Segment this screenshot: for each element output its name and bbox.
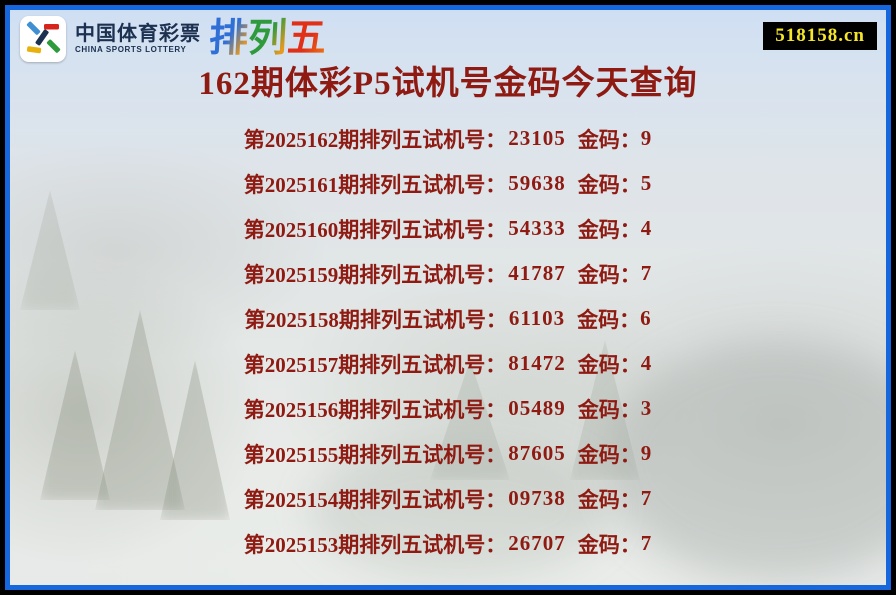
china-sports-lottery-logo-icon: [20, 16, 66, 62]
test-number: 41787: [508, 261, 566, 285]
result-row: 第2025153期排列五试机号： 26707 金码： 7: [10, 521, 886, 566]
row-label: 第2025156期排列五试机号：: [243, 397, 507, 422]
test-number: 59638: [508, 171, 566, 195]
row-label: 第2025160期排列五试机号：: [243, 217, 507, 242]
result-row: 第2025160期排列五试机号： 54333 金码： 4: [10, 206, 886, 251]
test-number: 61103: [508, 306, 566, 330]
gold-code-value: 7: [640, 531, 653, 555]
test-number: 26707: [508, 531, 566, 555]
row-label: 第2025161期排列五试机号：: [243, 172, 507, 197]
results-list: 第2025162期排列五试机号： 23105 金码： 9 第2025161期排列五试机…: [10, 116, 886, 566]
gold-code-label: 金码：: [577, 262, 641, 287]
brand-name-cn: 中国体育彩票: [75, 23, 201, 45]
page-title: 162期体彩P5试机号金码今天查询: [198, 66, 698, 102]
site-url-badge: 518158.cn: [763, 22, 877, 50]
page-background: 中国体育彩票 CHINA SPORTS LOTTERY 排 列 五 518158…: [5, 5, 891, 590]
test-number: 05489: [508, 396, 566, 420]
result-row: 第2025154期排列五试机号： 09738 金码： 7: [10, 476, 886, 521]
result-row: 第2025161期排列五试机号： 59638 金码： 5: [10, 161, 886, 206]
brand-name-en: CHINA SPORTS LOTTERY: [75, 45, 187, 54]
gold-code-label: 金码：: [577, 532, 641, 557]
gold-code-value: 7: [640, 486, 653, 510]
gold-code-value: 9: [640, 441, 653, 465]
test-number: 54333: [508, 216, 566, 240]
gold-code-label: 金码：: [577, 352, 641, 377]
row-label: 第2025162期排列五试机号：: [243, 127, 507, 152]
result-row: 第2025159期排列五试机号： 41787 金码： 7: [10, 251, 886, 296]
gold-code-value: 6: [640, 306, 652, 330]
gold-code-value: 3: [640, 396, 653, 420]
gold-code-label: 金码：: [577, 442, 641, 467]
test-number: 87605: [508, 441, 566, 465]
test-number: 23105: [508, 126, 566, 150]
gold-code-value: 5: [640, 171, 653, 195]
row-label: 第2025157期排列五试机号：: [243, 352, 507, 377]
gold-code-label: 金码：: [577, 307, 641, 332]
brand-text: 中国体育彩票 CHINA SPORTS LOTTERY: [75, 23, 201, 55]
result-row: 第2025158期排列五试机号： 61103 金码： 6: [10, 296, 886, 341]
test-number: 81472: [508, 351, 566, 375]
gold-code-value: 7: [640, 261, 653, 285]
header: 中国体育彩票 CHINA SPORTS LOTTERY 排 列 五: [20, 16, 327, 62]
gold-code-value: 9: [640, 126, 653, 150]
gold-code-label: 金码：: [577, 217, 641, 242]
lottery-logo-strokes: [26, 21, 61, 54]
row-label: 第2025154期排列五试机号：: [243, 487, 507, 512]
background-rocks: [310, 440, 610, 580]
row-label: 第2025153期排列五试机号：: [243, 532, 507, 557]
gold-code-label: 金码：: [577, 172, 641, 197]
gold-code-value: 4: [640, 351, 653, 375]
result-row: 第2025162期排列五试机号： 23105 金码： 9: [10, 116, 886, 161]
gold-code-label: 金码：: [577, 397, 641, 422]
gold-code-label: 金码：: [577, 487, 641, 512]
row-label: 第2025155期排列五试机号：: [243, 442, 507, 467]
result-row: 第2025157期排列五试机号： 81472 金码： 4: [10, 341, 886, 386]
row-label: 第2025158期排列五试机号：: [244, 307, 507, 332]
row-label: 第2025159期排列五试机号：: [243, 262, 507, 287]
test-number: 09738: [508, 486, 566, 510]
result-row: 第2025156期排列五试机号： 05489 金码： 3: [10, 386, 886, 431]
background-rocks: [606, 340, 886, 580]
gold-code-value: 4: [640, 216, 653, 240]
gold-code-label: 金码：: [577, 127, 641, 152]
result-row: 第2025155期排列五试机号： 87605 金码： 9: [10, 431, 886, 476]
